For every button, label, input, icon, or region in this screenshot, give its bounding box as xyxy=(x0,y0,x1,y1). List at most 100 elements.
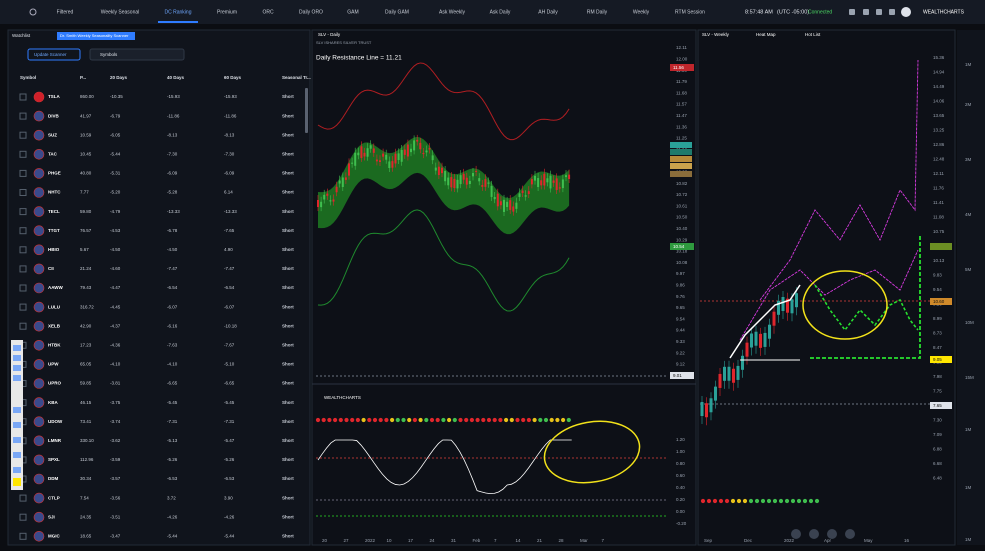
nav-tab[interactable]: Filtered xyxy=(57,9,74,15)
nav-tab[interactable]: Ask Weekly xyxy=(439,9,466,15)
tool-icon[interactable] xyxy=(13,452,21,458)
y-tick-label: 9.86 xyxy=(676,282,685,287)
row-checkbox[interactable] xyxy=(19,150,27,158)
update-button[interactable] xyxy=(27,48,81,61)
candle-body xyxy=(422,152,425,155)
cell: -6.78 xyxy=(167,228,178,233)
cell: SUZ xyxy=(48,132,57,137)
symbols-dropdown-label[interactable]: Symbols xyxy=(100,52,118,57)
top-nav xyxy=(0,0,985,24)
column-header[interactable]: P... xyxy=(80,75,86,80)
row-checkbox[interactable] xyxy=(19,246,27,254)
row-checkbox[interactable] xyxy=(19,93,27,101)
nav-tab[interactable]: Weekly Seasonal xyxy=(101,9,140,15)
zoom-control[interactable] xyxy=(791,529,801,539)
row-checkbox[interactable] xyxy=(19,131,27,139)
zoom-control[interactable] xyxy=(845,529,855,539)
cell: Short xyxy=(282,323,294,328)
nav-tab[interactable]: DC Ranking xyxy=(165,9,192,15)
tool-icon[interactable] xyxy=(13,437,21,443)
row-checkbox[interactable] xyxy=(19,208,27,216)
volume-tick-label: 1M xyxy=(965,537,972,542)
candle-body xyxy=(329,200,332,202)
row-checkbox[interactable] xyxy=(19,494,27,502)
candle-body xyxy=(394,153,397,164)
zoom-control[interactable] xyxy=(809,529,819,539)
y-tick-label: 7.75 xyxy=(933,389,942,394)
nav-tab[interactable]: GAM xyxy=(347,9,358,15)
candle-body xyxy=(540,180,543,186)
chart-tab[interactable]: SLV - Daily xyxy=(318,32,341,37)
toolbar-icon[interactable] xyxy=(876,9,882,15)
signal-dot xyxy=(412,417,417,423)
candle-body xyxy=(323,194,326,200)
chart-tab[interactable]: SLV - Weekly xyxy=(702,32,730,37)
candle-body xyxy=(555,178,558,191)
row-checkbox[interactable] xyxy=(19,189,27,196)
projection-lower xyxy=(739,249,919,341)
cell: 30.34 xyxy=(80,476,92,481)
nav-tab[interactable]: Daily GAM xyxy=(385,9,409,15)
cell: -8.13 xyxy=(224,132,235,137)
row-checkbox[interactable] xyxy=(19,112,27,120)
column-header[interactable]: Seasonal Tr... xyxy=(282,75,311,80)
candle-body xyxy=(503,199,505,212)
update-button-label[interactable]: Update Scanner xyxy=(34,52,67,57)
chart-tab[interactable]: Hot List xyxy=(805,32,821,37)
row-checkbox[interactable] xyxy=(19,265,27,273)
tool-icon[interactable] xyxy=(13,375,21,381)
tool-icon[interactable] xyxy=(13,365,21,371)
column-header[interactable]: 40 Days xyxy=(167,75,185,80)
candle-body xyxy=(714,386,717,401)
tool-icon[interactable] xyxy=(13,345,21,351)
cell: -3.75 xyxy=(110,400,121,405)
candle-body xyxy=(723,366,726,381)
toolbar-icon[interactable] xyxy=(863,9,869,15)
nav-tab[interactable]: Weekly xyxy=(633,9,650,15)
nav-tab[interactable]: RTM Session xyxy=(675,9,705,15)
column-header[interactable]: Symbol xyxy=(20,75,36,80)
column-header[interactable]: 60 Days xyxy=(224,75,242,80)
x-tick-label: 31 xyxy=(451,538,457,543)
signal-dot xyxy=(344,417,349,423)
symbol-flag xyxy=(33,416,45,428)
indicator-tag xyxy=(670,149,692,155)
cell: NHTC xyxy=(48,190,61,195)
signal-dot xyxy=(498,417,503,423)
price-tag-label: 11.56 xyxy=(673,65,684,70)
chart-tab[interactable]: Heat Map xyxy=(756,32,776,37)
row-checkbox[interactable] xyxy=(19,284,27,292)
tool-icon[interactable] xyxy=(13,407,21,413)
row-checkbox[interactable] xyxy=(19,322,27,330)
symbols-dropdown[interactable] xyxy=(89,48,185,61)
column-header[interactable]: 20 Days xyxy=(110,75,128,80)
row-checkbox[interactable] xyxy=(19,227,27,235)
projection-upper xyxy=(759,59,919,301)
tool-icon[interactable] xyxy=(13,355,21,361)
candle-body xyxy=(388,161,391,169)
zoom-control[interactable] xyxy=(827,529,837,539)
row-checkbox[interactable] xyxy=(19,169,27,177)
toolbar-icon[interactable] xyxy=(849,9,855,15)
row-checkbox[interactable] xyxy=(19,303,27,311)
cell: 6.14 xyxy=(224,190,233,195)
nav-tab[interactable]: RM Daily xyxy=(587,9,608,15)
nav-tab[interactable]: AH Daily xyxy=(538,9,558,15)
candle-body xyxy=(496,193,499,207)
cell: -4.10 xyxy=(110,362,121,367)
x-tick-label: 10 xyxy=(387,538,393,543)
tool-icon[interactable] xyxy=(13,467,21,473)
toolbar-icon[interactable] xyxy=(889,9,895,15)
cell: Short xyxy=(282,362,294,367)
nav-tab[interactable]: ORC xyxy=(262,9,274,15)
tool-icon[interactable] xyxy=(13,422,21,428)
cell: 65.05 xyxy=(80,362,92,367)
row-checkbox[interactable] xyxy=(19,532,27,540)
row-checkbox[interactable] xyxy=(19,513,27,521)
nav-tab[interactable]: Premium xyxy=(217,9,237,15)
symbol-flag xyxy=(33,378,45,389)
nav-tab[interactable]: Ask Daily xyxy=(490,9,511,15)
y-tick-label: 12.11 xyxy=(933,171,944,176)
cell: -7.30 xyxy=(167,151,178,156)
nav-tab[interactable]: Daily ORO xyxy=(299,9,323,15)
